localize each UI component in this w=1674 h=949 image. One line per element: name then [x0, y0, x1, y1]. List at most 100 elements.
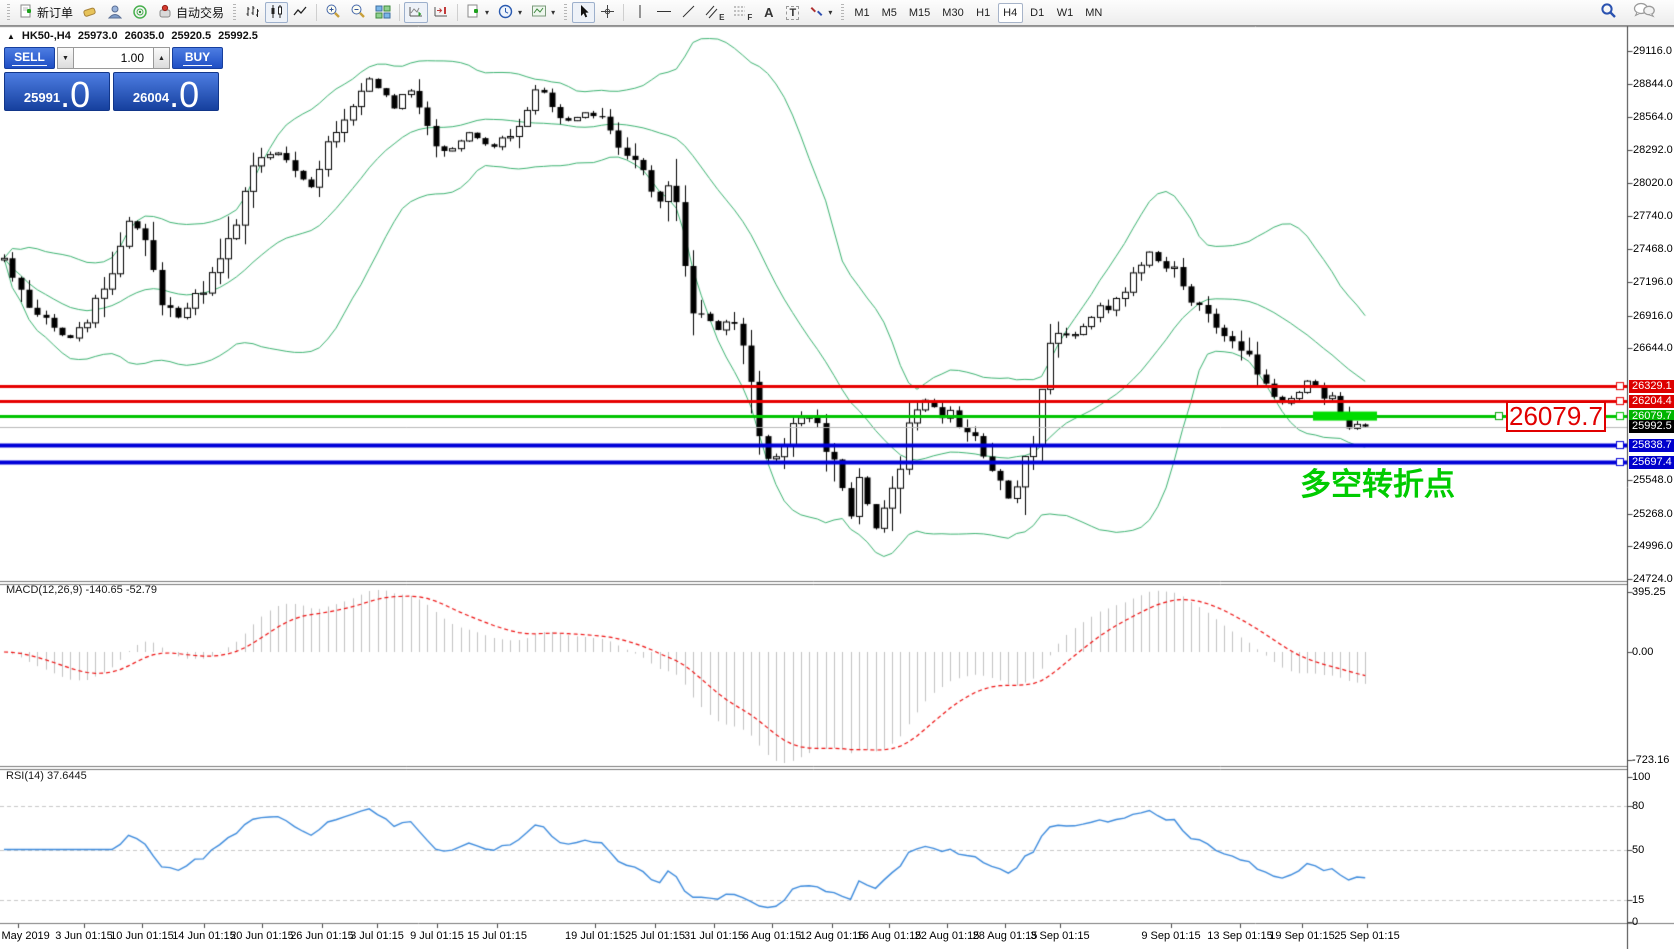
collapse-arrow-icon[interactable]: ▲ — [7, 31, 15, 41]
volume-input[interactable] — [74, 47, 153, 69]
rsi-axis-label: 0 — [1632, 916, 1639, 928]
price-axis-label: 25548.0 — [1633, 474, 1673, 486]
vertical-line-tool-button[interactable] — [628, 2, 651, 23]
ohlc-high: 26035.0 — [124, 30, 165, 42]
text-label-tool-button[interactable]: T — [781, 2, 804, 23]
periods-dropdown[interactable]: ▾ — [494, 2, 526, 23]
text-tool-letter: A — [764, 5, 774, 20]
toolbar-grip[interactable] — [233, 3, 237, 22]
time-axis-label: 26 Jun 01:15 — [290, 930, 354, 942]
timeframe-button-m1[interactable]: M1 — [849, 3, 874, 23]
chart-annotation-text[interactable]: 多空转折点 — [1300, 467, 1455, 502]
time-axis-label: 6 Aug 01:15 — [742, 930, 802, 942]
templates-dropdown[interactable]: ▾ — [527, 2, 559, 23]
buy-price-main: 26004 — [132, 90, 170, 105]
fibonacci-tool-button[interactable]: F — [729, 2, 756, 23]
line-chart-button[interactable] — [289, 2, 312, 23]
text-label-letter: T — [786, 5, 800, 20]
buy-price-box[interactable]: 26004 .0 — [113, 72, 219, 111]
toolbar-grip[interactable] — [564, 3, 568, 22]
trendline-icon — [681, 4, 696, 22]
volume-increase-button[interactable]: ▲ — [153, 47, 170, 69]
new-order-icon — [19, 4, 34, 22]
timeframe-button-h4[interactable]: H4 — [997, 2, 1023, 23]
arrows-tool-dropdown[interactable]: ▾ — [805, 2, 836, 23]
channel-tool-button[interactable]: E — [701, 2, 728, 23]
text-tool-button[interactable]: A — [757, 2, 780, 23]
macd-axis-label: 395.25 — [1632, 586, 1666, 598]
macd-axis-label: -723.16 — [1632, 754, 1670, 766]
time-axis-label: 15 Jul 01:15 — [467, 930, 527, 942]
timeframe-button-m5[interactable]: M5 — [877, 3, 902, 23]
price-axis-label: 28292.0 — [1633, 144, 1673, 157]
timeframe-button-m30[interactable]: M30 — [937, 3, 968, 23]
symbol-header: ▲ HK50-,H4 25973.0 26035.0 25920.5 25992… — [7, 30, 258, 42]
bar-chart-button[interactable] — [241, 2, 264, 23]
time-axis-label: 25 Jul 01:15 — [625, 930, 685, 942]
auto-scroll-button[interactable] — [404, 2, 429, 23]
autotrading-button[interactable]: 自动交易 — [153, 2, 228, 23]
volume-stepper: ▼ ▲ — [57, 47, 170, 69]
zoom-out-button[interactable] — [346, 2, 370, 23]
chat-icon[interactable] — [1633, 2, 1655, 23]
timeframe-button-d1[interactable]: D1 — [1025, 3, 1050, 23]
timeframe-button-mn[interactable]: MN — [1080, 3, 1107, 23]
symbol-title: HK50-,H4 — [21, 30, 71, 42]
time-axis-label: 12 Aug 01:15 — [799, 930, 865, 942]
ohlc-close: 25992.5 — [218, 30, 258, 42]
toolbar-grip[interactable] — [841, 3, 845, 22]
cursor-icon — [577, 4, 591, 22]
zoom-in-icon — [325, 3, 341, 22]
line-chart-icon — [293, 4, 308, 22]
arrows-icon — [809, 4, 824, 22]
crosshair-tool-button[interactable] — [596, 2, 619, 23]
macd-indicator-label: MACD(12,26,9) -140.65 -52.79 — [6, 584, 158, 596]
search-icon[interactable] — [1600, 2, 1617, 24]
signals-button[interactable] — [128, 2, 152, 23]
sell-price-pips: .0 — [60, 73, 91, 111]
template-icon — [531, 4, 547, 22]
rsi-axis-label: 15 — [1632, 894, 1645, 907]
timeframe-button-m15[interactable]: M15 — [904, 3, 935, 23]
timeframe-button-w1[interactable]: W1 — [1052, 3, 1079, 23]
price-callout-label[interactable]: 26079.7 — [1506, 401, 1606, 432]
toolbar-grip[interactable] — [7, 3, 10, 22]
sell-price-main: 25991 — [23, 90, 61, 105]
price-axis-label: 27468.0 — [1633, 243, 1673, 256]
price-axis-label: 27740.0 — [1633, 210, 1673, 223]
new-order-label: 新订单 — [37, 6, 74, 20]
trendline-tool-button[interactable] — [677, 2, 700, 23]
timeframe-button-h1[interactable]: H1 — [971, 3, 996, 23]
toolbar-separator — [623, 4, 625, 21]
time-axis-label: 19 Sep 01:15 — [1269, 930, 1335, 942]
time-axis-label: 28 May 2019 — [0, 930, 50, 942]
price-axis-label: 25268.0 — [1633, 507, 1673, 520]
candlestick-chart-button[interactable] — [265, 2, 289, 23]
fibonacci-letter: F — [747, 13, 753, 22]
zoom-in-button[interactable] — [321, 2, 345, 23]
chart-shift-button[interactable] — [429, 2, 453, 23]
toolbar-separator — [316, 4, 318, 21]
fibonacci-icon — [733, 4, 746, 22]
new-chart-dropdown[interactable]: ▾ — [462, 2, 493, 23]
market-watch-button[interactable] — [78, 2, 102, 23]
time-axis-label: 14 Jun 01:15 — [172, 930, 236, 942]
horizontal-line-tool-button[interactable] — [652, 2, 676, 23]
tile-windows-button[interactable] — [371, 2, 395, 23]
time-axis-label: 31 Jul 01:15 — [684, 930, 744, 942]
rsi-axis-label: 100 — [1632, 771, 1651, 783]
sell-button[interactable]: SELL — [4, 47, 55, 69]
time-axis-label: 25 Sep 01:15 — [1334, 930, 1400, 942]
rsi-axis-label: 50 — [1632, 843, 1645, 856]
price-level-badge: 26079.7 — [1629, 409, 1674, 423]
buy-button[interactable]: BUY — [172, 47, 223, 69]
price-axis-label: 24996.0 — [1633, 540, 1673, 553]
volume-decrease-button[interactable]: ▼ — [57, 47, 74, 69]
new-order-button[interactable]: 新订单 — [15, 2, 77, 23]
buy-button-label: BUY — [182, 50, 213, 66]
cursor-tool-button[interactable] — [572, 2, 596, 23]
sell-price-box[interactable]: 25991 .0 — [4, 72, 110, 111]
navigator-button[interactable] — [103, 2, 127, 23]
